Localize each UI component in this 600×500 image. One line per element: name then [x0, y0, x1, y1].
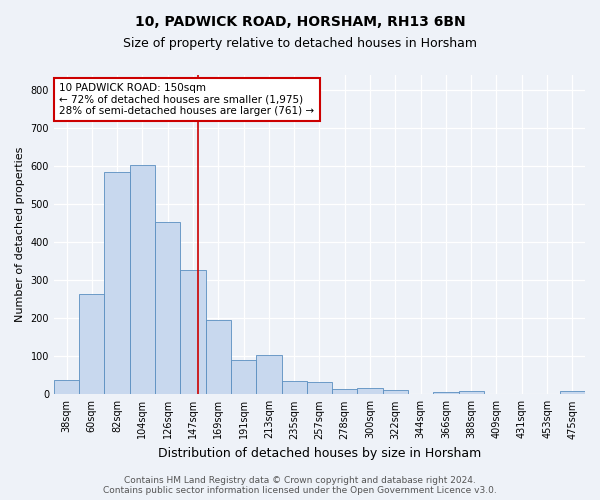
Bar [181, 270, 206, 394]
Bar [281, 380, 307, 394]
Bar [383, 390, 408, 394]
X-axis label: Distribution of detached houses by size in Horsham: Distribution of detached houses by size … [158, 447, 481, 460]
Bar [433, 392, 458, 394]
Bar [307, 382, 332, 394]
Bar [560, 392, 585, 394]
Bar [332, 389, 358, 394]
Bar [130, 165, 155, 394]
Text: 10 PADWICK ROAD: 150sqm
← 72% of detached houses are smaller (1,975)
28% of semi: 10 PADWICK ROAD: 150sqm ← 72% of detache… [59, 83, 314, 116]
Bar [155, 222, 181, 394]
Bar [79, 294, 104, 394]
Bar [206, 320, 231, 394]
Bar [358, 388, 383, 394]
Bar [256, 355, 281, 395]
Bar [104, 172, 130, 394]
Y-axis label: Number of detached properties: Number of detached properties [15, 147, 25, 322]
Bar [458, 392, 484, 394]
Text: Size of property relative to detached houses in Horsham: Size of property relative to detached ho… [123, 38, 477, 51]
Text: Contains HM Land Registry data © Crown copyright and database right 2024.
Contai: Contains HM Land Registry data © Crown c… [103, 476, 497, 495]
Bar [54, 380, 79, 394]
Text: 10, PADWICK ROAD, HORSHAM, RH13 6BN: 10, PADWICK ROAD, HORSHAM, RH13 6BN [134, 15, 466, 29]
Bar [231, 360, 256, 394]
